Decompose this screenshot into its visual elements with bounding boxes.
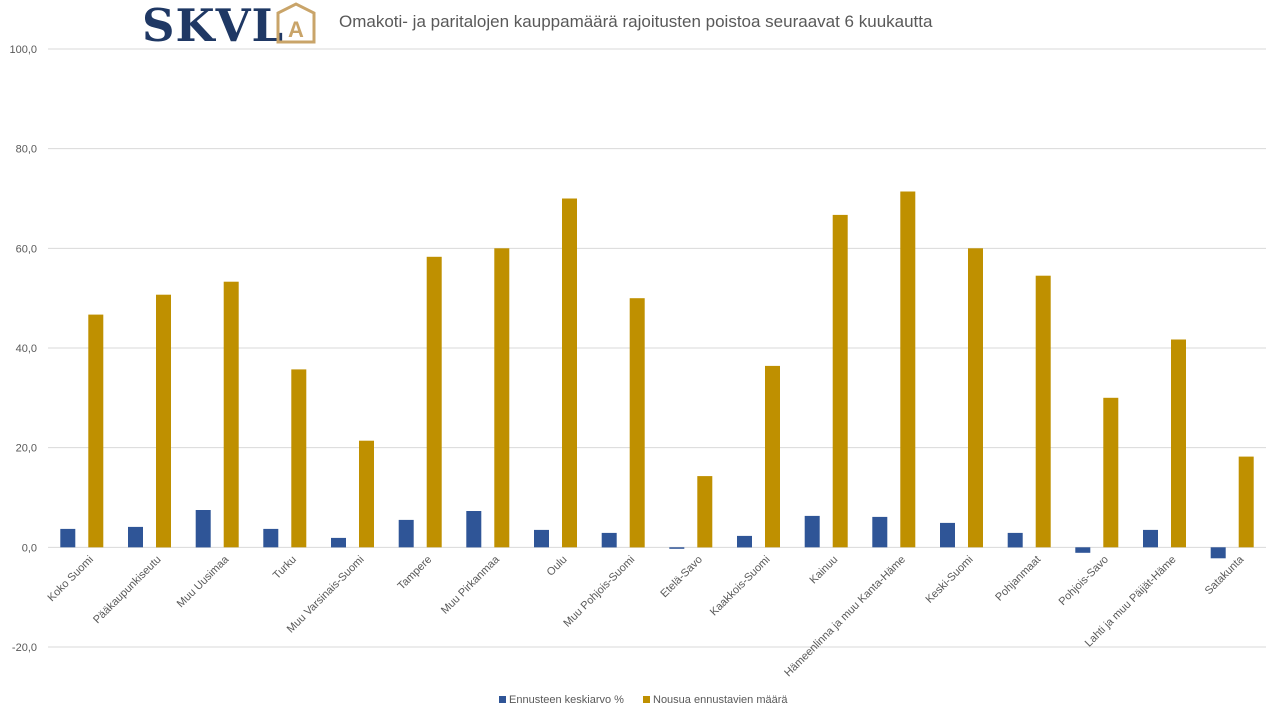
x-category-label: Tampere xyxy=(396,554,435,593)
legend-label-series-2: Nousua ennustavien määrä xyxy=(653,694,788,706)
legend-swatch-series-2 xyxy=(643,696,650,703)
x-category-label: Muu Uusimaa xyxy=(175,553,232,610)
bar-series-1 xyxy=(60,528,76,548)
x-category-label: Pääkaupunkiseutu xyxy=(91,554,163,626)
x-category-label: Hämeenlinna ja muu Kanta-Häme xyxy=(782,554,908,680)
bar-series-2 xyxy=(156,294,171,548)
bar-series-2 xyxy=(291,369,307,548)
bar-series-1 xyxy=(1007,532,1023,548)
x-category-label: Keski-Suomi xyxy=(923,554,975,606)
chart-title: Omakoti- ja paritalojen kauppamäärä rajo… xyxy=(339,12,933,31)
x-category-label: Muu Pirkanmaa xyxy=(439,553,503,617)
legend: Ennusteen keskiarvo % Nousua ennustavien… xyxy=(499,694,788,706)
bar-series-1 xyxy=(601,532,617,548)
bar-series-2 xyxy=(1103,397,1119,548)
y-tick-label: -20,0 xyxy=(12,642,37,654)
bar-series-1 xyxy=(128,526,143,548)
legend-swatch-series-1 xyxy=(499,696,506,703)
bar-series-1 xyxy=(737,535,752,548)
bar-series-2 xyxy=(629,298,645,548)
bar-series-2 xyxy=(88,314,104,548)
bar-series-1 xyxy=(534,529,549,548)
y-tick-label: 100,0 xyxy=(9,44,37,56)
x-category-label: Kainuu xyxy=(808,554,841,587)
bar-series-1 xyxy=(669,547,685,549)
bar-series-1 xyxy=(940,522,955,548)
bar-series-1 xyxy=(263,528,279,548)
bar-series-2 xyxy=(697,476,713,548)
y-axis-ticks: -20,0 0,0 20,0 40,0 60,0 80,0 100,0 xyxy=(9,44,37,654)
bar-series-1 xyxy=(1075,547,1091,553)
y-tick-label: 20,0 xyxy=(16,443,37,455)
bar-series-2 xyxy=(426,256,442,548)
logo-letter: A xyxy=(288,17,304,42)
bar-series-1 xyxy=(398,519,414,548)
x-category-label: Pohjanmaat xyxy=(993,554,1043,604)
bar-series-2 xyxy=(1238,456,1254,548)
bar-series-1 xyxy=(872,516,888,548)
x-category-label: Muu Pohjois-Suomi xyxy=(561,554,637,630)
logo-house-icon xyxy=(276,2,316,44)
x-category-label: Koko Suomi xyxy=(46,554,96,604)
bar-series-1 xyxy=(1143,529,1158,548)
y-tick-label: 0,0 xyxy=(22,542,37,554)
bar-series-2 xyxy=(1171,339,1186,548)
bar-series-1 xyxy=(331,537,346,548)
legend-label-series-1: Ennusteen keskiarvo % xyxy=(509,694,624,706)
bar-series-2 xyxy=(765,365,780,548)
logo-text: SKVL xyxy=(142,0,284,52)
bar-series-1 xyxy=(466,511,482,548)
bar-series-2 xyxy=(832,214,848,548)
y-tick-label: 80,0 xyxy=(16,144,37,156)
bar-series-2 xyxy=(1035,275,1051,548)
bar-series-1 xyxy=(195,510,211,548)
x-category-label: Satakunta xyxy=(1203,553,1247,597)
bar-series-1 xyxy=(1210,547,1226,559)
bar-series-2 xyxy=(494,248,510,548)
x-category-label: Kaakkois-Suomi xyxy=(708,554,773,619)
gridlines xyxy=(48,48,1266,648)
x-category-label: Oulu xyxy=(545,554,570,579)
y-tick-label: 60,0 xyxy=(16,243,37,255)
bar-series-2 xyxy=(223,281,239,548)
bar-series-2 xyxy=(900,191,916,548)
y-tick-label: 40,0 xyxy=(16,343,37,355)
bar-series-2 xyxy=(562,198,577,548)
bar-series-1 xyxy=(804,515,820,548)
x-category-label: Pohjois-Savo xyxy=(1057,554,1111,608)
x-category-label: Muu Varsinais-Suomi xyxy=(285,554,367,636)
x-category-label: Turku xyxy=(271,554,299,582)
skvl-logo: SKVL A xyxy=(142,0,316,52)
bar-series-2 xyxy=(968,248,983,548)
x-category-label: Etelä-Savo xyxy=(658,554,705,601)
bars xyxy=(60,191,1254,559)
bar-series-2 xyxy=(359,440,374,548)
